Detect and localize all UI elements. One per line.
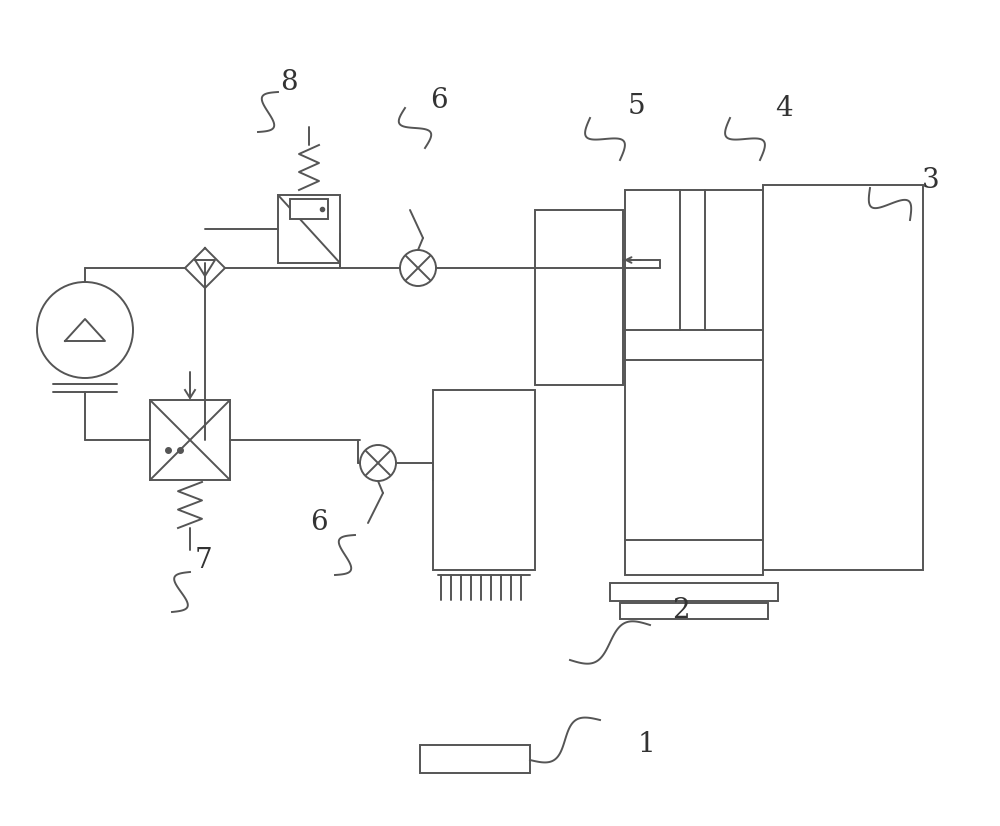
Circle shape [360, 445, 396, 481]
Circle shape [37, 282, 133, 378]
Text: 6: 6 [310, 509, 328, 535]
Text: 5: 5 [628, 93, 646, 120]
Bar [625, 190, 763, 575]
Bar [535, 210, 623, 385]
Bar [150, 400, 230, 480]
Text: 3: 3 [922, 167, 940, 193]
Bar [420, 745, 530, 773]
Text: 1: 1 [638, 732, 656, 758]
Text: 8: 8 [280, 69, 298, 96]
Text: 4: 4 [775, 94, 793, 121]
Bar [763, 185, 923, 570]
Bar [290, 199, 328, 219]
Bar [610, 583, 778, 601]
Circle shape [400, 250, 436, 286]
Text: 6: 6 [430, 87, 448, 113]
Text: 2: 2 [672, 596, 690, 624]
Text: 7: 7 [195, 547, 213, 573]
Bar [278, 195, 340, 263]
Bar [620, 603, 768, 619]
Bar [433, 390, 535, 570]
